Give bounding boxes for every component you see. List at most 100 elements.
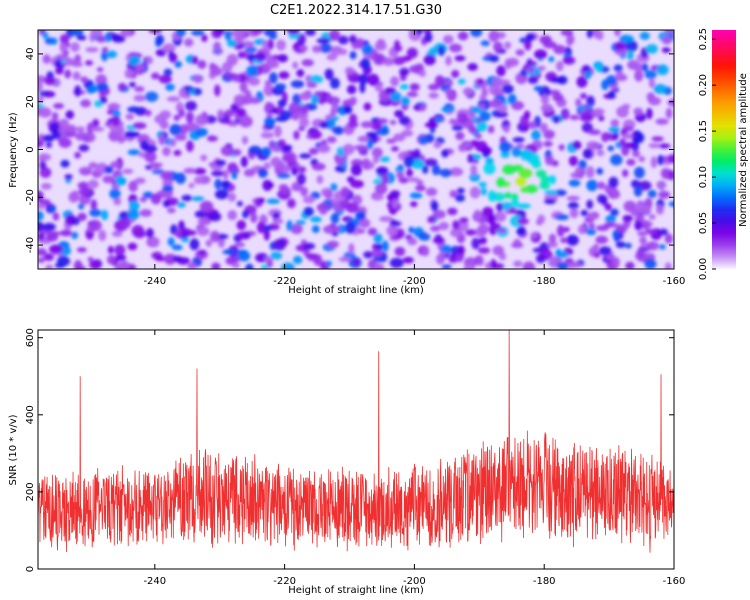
x-tick-label: -240 [143,576,166,587]
heatmap-cell [349,51,357,60]
heatmap-cell [586,199,594,210]
heatmap-cell [243,168,256,177]
heatmap-cell [73,260,83,269]
heatmap-cell [45,233,59,242]
heatmap-cell [667,154,674,164]
heatmap-cell [209,67,223,77]
heatmap-cell [59,229,73,237]
heatmap-cell [122,168,134,174]
heatmap-cell [497,104,508,113]
heatmap-cell [242,40,255,47]
heatmap-cell [622,126,634,132]
heatmap-cell [277,54,289,63]
heatmap-cell [208,135,219,142]
heatmap-cells [38,30,674,269]
heatmap-cell [418,232,431,241]
heatmap-cell [451,69,460,79]
heatmap-cell [104,165,114,174]
heatmap-cell [330,183,338,192]
heatmap-x-axis-label: Height of straight line (km) [288,285,424,296]
heatmap-cell [58,125,68,136]
heatmap-cell [500,151,511,158]
heatmap-cell [467,63,478,71]
heatmap-cell [655,118,669,125]
heatmap-cell [348,243,355,255]
heatmap-cell [162,178,173,188]
heatmap-cell [556,225,565,237]
heatmap-cell [175,30,186,37]
heatmap-cell [493,41,503,52]
heatmap-cell [231,170,238,180]
heatmap-cell [396,170,405,180]
heatmap-cell [664,30,674,34]
heatmap-cell [581,65,591,72]
heatmap-cell [124,131,138,138]
heatmap-cell [608,176,619,188]
heatmap-cell [301,59,314,67]
heatmap-cell [243,30,253,34]
heatmap-cell [163,253,177,265]
heatmap-cell [150,193,162,205]
heatmap-cell [381,240,389,252]
heatmap-cell [501,84,514,94]
heatmap-cell [81,132,96,143]
colorbar-ticks: 0.00 0.05 0.10 0.15 0.20 0.25 [698,28,716,280]
heatmap-cell [360,57,371,70]
heatmap-cell [436,253,445,265]
heatmap-cell [379,216,393,222]
heatmap-cell [497,227,507,234]
heatmap-cell [401,96,410,106]
heatmap-cell [562,109,570,120]
heatmap-cell [115,254,127,261]
heatmap-cell [389,257,404,269]
heatmap-cell [363,102,372,111]
heatmap-cell [621,35,634,42]
heatmap-cell [38,106,43,117]
heatmap-cell [555,214,570,221]
heatmap-cell [193,167,207,175]
heatmap-cell [489,54,500,63]
heatmap-cell [246,65,259,78]
heatmap-cell [431,164,441,176]
heatmap-cell [45,142,53,148]
heatmap-cell [263,229,270,241]
heatmap-cell [319,43,333,53]
y-tick-label: -40 [25,237,36,253]
heatmap-cell [317,144,331,154]
x-tick-label: -180 [533,576,556,587]
heatmap-cell [432,209,446,219]
colorbar-gradient [712,30,736,269]
heatmap-cell [222,249,236,255]
heatmap-cell [209,230,220,243]
heatmap-cell [135,63,146,72]
heatmap-cell [595,235,608,244]
heatmap-cell [342,143,355,155]
heatmap-cell [188,182,195,189]
heatmap-cell [614,42,627,50]
heatmap-cell [525,33,536,41]
heatmap-cell [457,245,465,256]
heatmap-cell [478,222,489,235]
heatmap-cell [556,251,568,259]
heatmap-cell [276,39,286,51]
heatmap-cell [183,229,197,236]
x-tick-label: -200 [403,576,426,587]
heatmap-cell [55,58,62,67]
heatmap-cell [427,215,436,224]
y-tick-label: 0 [25,566,36,572]
heatmap-cell [543,41,557,49]
heatmap-cell [406,91,419,98]
heatmap-cell [178,124,189,135]
heatmap-cell [115,175,125,187]
heatmap-cell [437,45,446,57]
heatmap-cell [471,237,481,250]
heatmap-cell [537,65,546,71]
heatmap-cell [350,179,364,189]
heatmap-cell [176,257,191,265]
heatmap-cell [303,242,316,250]
heatmap-cell [281,154,293,163]
heatmap-cell [475,133,482,140]
heatmap-cell [96,67,104,73]
heatmap-cell [611,188,620,199]
